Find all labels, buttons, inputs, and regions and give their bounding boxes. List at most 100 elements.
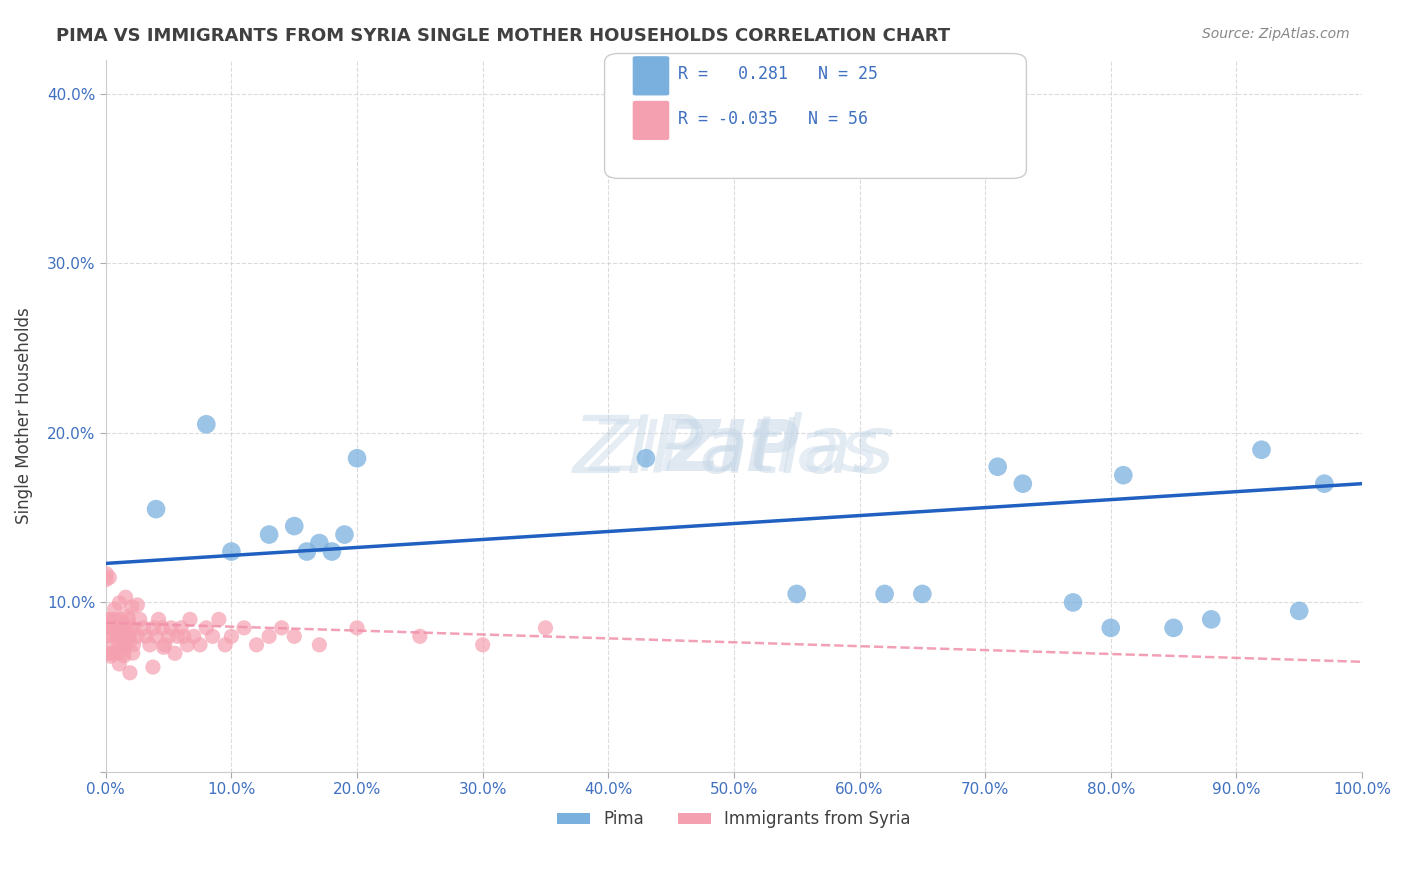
Point [127,629,149,643]
Point [110,640,132,655]
Point [114,638,136,652]
Point [150,621,173,635]
Point [108,621,131,635]
Point [145,629,167,643]
Point [96,566,118,581]
Point [121,646,143,660]
Point [1288,604,1310,618]
Point [112,617,135,632]
Text: R = -0.035   N = 56: R = -0.035 N = 56 [678,110,868,128]
Point [128,612,150,626]
Point [1062,595,1084,609]
Point [163,646,186,660]
Point [1163,621,1185,635]
Point [139,638,162,652]
Point [142,660,165,674]
Point [108,657,131,671]
Point [188,638,211,652]
Point [1250,442,1272,457]
Point [105,614,128,628]
Point [117,612,139,626]
Point [103,629,125,643]
Point [98,646,121,660]
Point [112,640,135,655]
Point [107,629,129,643]
Point [157,629,180,643]
Point [283,519,305,533]
Point [936,137,959,152]
Point [176,638,198,652]
Point [179,612,201,626]
Point [346,451,368,466]
Point [118,665,141,680]
Point [183,629,205,643]
Point [201,629,224,643]
Point [98,570,121,584]
Point [409,629,432,643]
Point [873,587,896,601]
Point [471,638,494,652]
Point [214,638,236,652]
Text: PIMA VS IMMIGRANTS FROM SYRIA SINGLE MOTHER HOUSEHOLDS CORRELATION CHART: PIMA VS IMMIGRANTS FROM SYRIA SINGLE MOT… [56,27,950,45]
Point [221,629,243,643]
Point [105,627,128,641]
Point [1099,621,1122,635]
Point [245,638,267,652]
Point [1313,476,1336,491]
Point [135,629,157,643]
Point [160,621,183,635]
Text: ZIPatlas: ZIPatlas [572,412,896,491]
Point [1112,468,1135,483]
Point [127,598,149,612]
Point [321,544,343,558]
Text: ZIPatlas: ZIPatlas [589,417,879,486]
Point [111,629,134,643]
Point [94,629,117,643]
Point [786,587,808,601]
Point [195,621,218,635]
Point [117,609,139,624]
Point [115,621,138,635]
Text: ZIP: ZIP [668,417,800,486]
Point [173,629,195,643]
Point [1199,612,1222,626]
Point [97,613,120,627]
Point [114,591,136,605]
Point [208,612,231,626]
Point [112,648,135,663]
Point [283,629,305,643]
Point [110,612,132,626]
Point [534,621,557,635]
Point [122,622,145,636]
Point [108,596,131,610]
Point [104,621,127,635]
Point [100,621,122,635]
Point [153,638,176,652]
Point [98,620,121,634]
Point [101,647,124,661]
Point [166,629,188,643]
Point [152,640,174,655]
Point [132,621,155,635]
Point [308,638,330,652]
Point [108,637,131,651]
Y-axis label: Single Mother Households: Single Mother Households [15,308,32,524]
Point [333,527,356,541]
Point [100,649,122,664]
Point [295,544,318,558]
Point [145,502,167,516]
Point [118,629,141,643]
Point [94,573,117,587]
Legend: Pima, Immigrants from Syria: Pima, Immigrants from Syria [550,804,918,835]
Point [257,527,280,541]
Point [114,637,136,651]
Point [911,587,934,601]
Point [115,632,138,647]
Point [101,638,124,652]
Point [987,459,1010,474]
Point [270,621,292,635]
Point [96,617,118,632]
Point [104,602,127,616]
Point [122,638,145,652]
Point [634,451,657,466]
